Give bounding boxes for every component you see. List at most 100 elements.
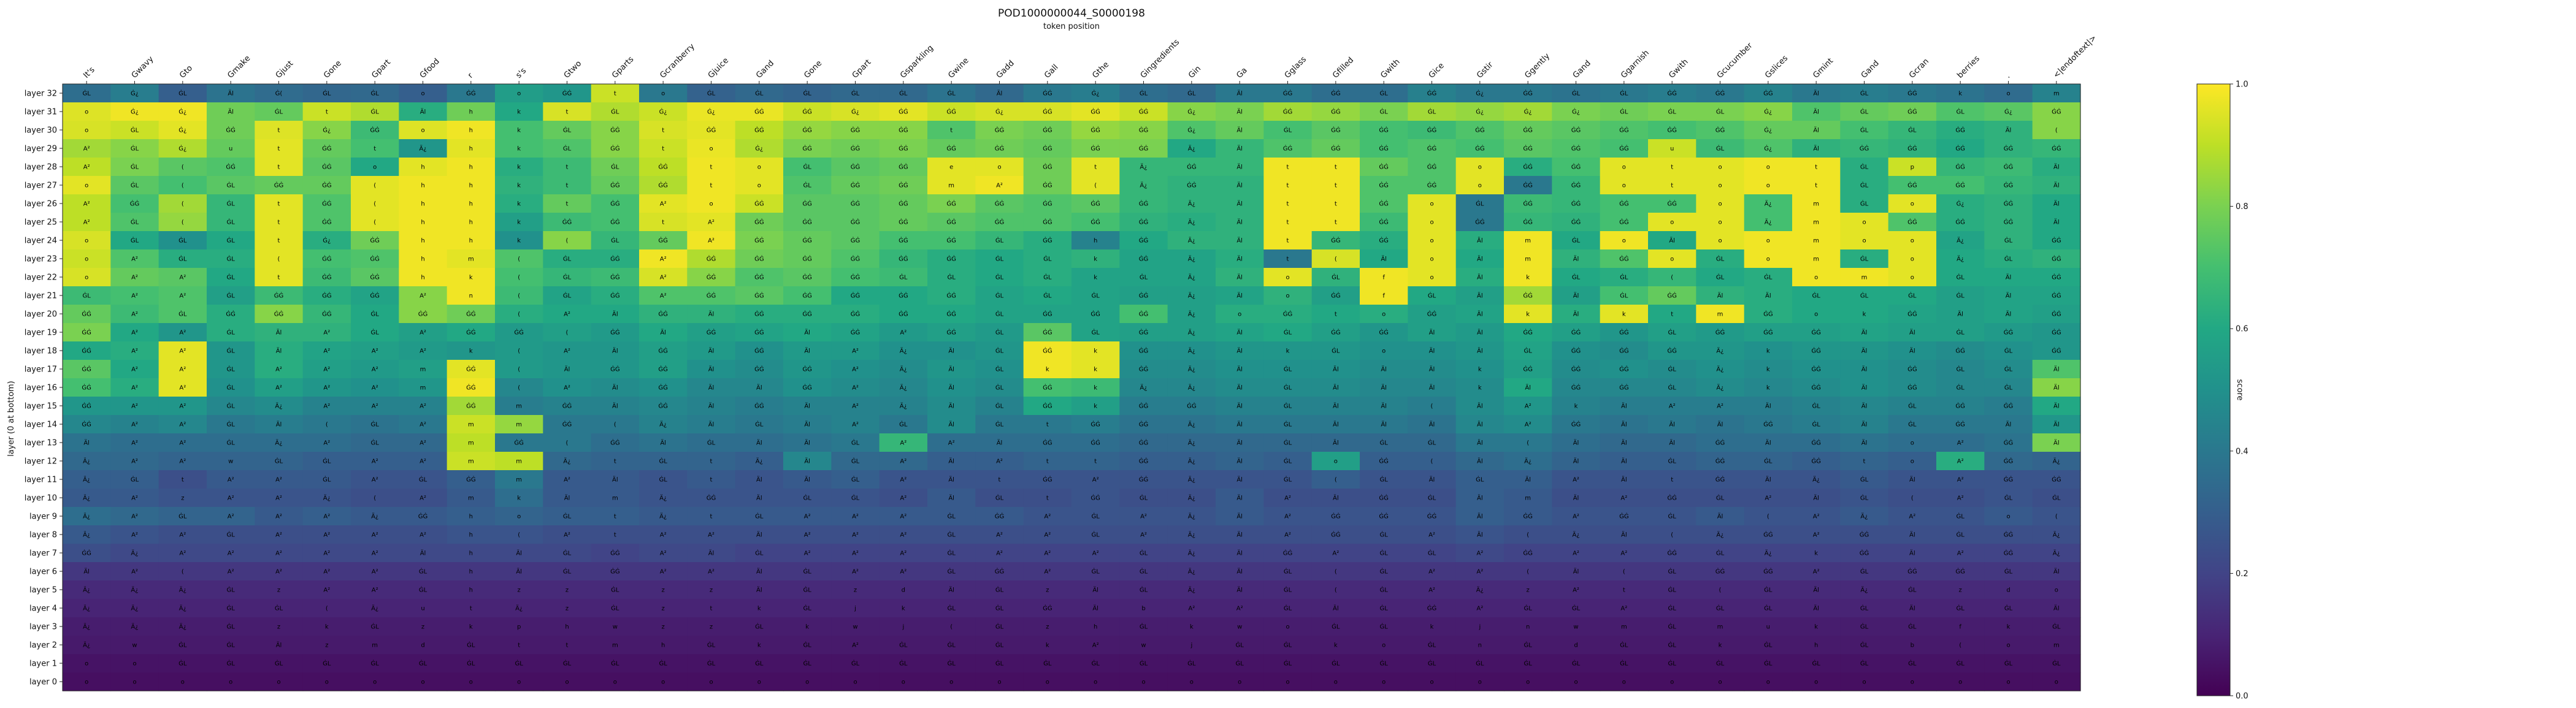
heatmap-cell bbox=[255, 213, 304, 232]
cell-label: t bbox=[614, 514, 616, 520]
cell-label: ĠĠ bbox=[1139, 365, 1149, 373]
cell-label: ĠĠ bbox=[1523, 292, 1533, 300]
cell-label: ĠL bbox=[131, 181, 139, 189]
cell-label: k bbox=[1766, 385, 1770, 392]
cell-label: A² bbox=[131, 348, 138, 355]
cell-label: ĠĠ bbox=[1811, 384, 1821, 392]
cell-label: d bbox=[2006, 587, 2010, 594]
cell-label: Äl bbox=[1909, 604, 1915, 612]
heatmap-cell bbox=[1744, 194, 1793, 213]
cell-label: A² bbox=[131, 532, 138, 539]
heatmap-cell bbox=[543, 102, 592, 121]
cell-label: ĠĠ bbox=[1571, 365, 1581, 373]
heatmap-cell bbox=[1840, 194, 1889, 213]
cell-label: k bbox=[1814, 624, 1818, 631]
heatmap-cell bbox=[1455, 305, 1505, 324]
cell-label: ĠL bbox=[467, 641, 475, 649]
x-tick-label: Gwavy bbox=[130, 55, 156, 80]
heatmap-cell bbox=[1600, 323, 1649, 342]
heatmap-cell bbox=[110, 323, 159, 342]
heatmap-cell bbox=[2032, 341, 2081, 360]
heatmap-cell bbox=[591, 360, 640, 379]
cell-label: Äl bbox=[1477, 255, 1483, 263]
cell-label: ĠL bbox=[1812, 402, 1821, 410]
cell-label: ĠL bbox=[1764, 641, 1773, 649]
heatmap-cell bbox=[1023, 323, 1072, 342]
cell-label: ĠĠ bbox=[1139, 347, 1149, 355]
heatmap-cell bbox=[1840, 121, 1889, 140]
heatmap-cell bbox=[1023, 84, 1072, 103]
heatmap-cell bbox=[110, 176, 159, 195]
cell-label: A² bbox=[660, 569, 667, 576]
cell-label: ĠĠ bbox=[1379, 218, 1389, 226]
cell-label: z bbox=[277, 587, 280, 594]
cell-label: k bbox=[1958, 91, 1962, 97]
x-tick-label: Gone bbox=[322, 59, 343, 80]
cell-label: ĠL bbox=[899, 660, 908, 668]
heatmap-cell bbox=[63, 341, 111, 360]
cell-label: o bbox=[2006, 514, 2010, 520]
cell-label: ĠĠ bbox=[1571, 163, 1581, 171]
cell-label: ĠĠ bbox=[1331, 145, 1341, 153]
cell-label: Äl bbox=[1477, 439, 1483, 447]
cell-label: t bbox=[1094, 459, 1097, 465]
cell-label: Ġ¿ bbox=[707, 108, 715, 116]
cell-label: ĠL bbox=[1764, 457, 1773, 465]
heatmap-cell bbox=[1696, 102, 1745, 121]
heatmap-cell bbox=[783, 194, 832, 213]
heatmap-cell bbox=[1504, 194, 1552, 213]
cell-label: Ä¿ bbox=[83, 476, 90, 484]
heatmap-cell bbox=[207, 305, 255, 324]
cell-label: ( bbox=[2055, 514, 2058, 520]
heatmap-cell bbox=[1648, 176, 1696, 195]
heatmap-cell bbox=[1984, 158, 2033, 177]
cell-label: o bbox=[1382, 642, 1386, 649]
heatmap-cell bbox=[1408, 323, 1457, 342]
cell-label: A² bbox=[179, 459, 186, 465]
cell-label: ĠĠ bbox=[1715, 457, 1725, 465]
cell-label: ĠĠ bbox=[1619, 218, 1629, 226]
cell-label: A² bbox=[852, 569, 859, 576]
heatmap-cell bbox=[1216, 323, 1264, 342]
heatmap-cell bbox=[1119, 194, 1168, 213]
heatmap-cell bbox=[735, 121, 784, 140]
heatmap-cell bbox=[1744, 341, 1793, 360]
cell-label: ĠL bbox=[131, 163, 139, 171]
cell-label: Äl bbox=[1236, 273, 1243, 281]
heatmap-cell bbox=[1840, 323, 1889, 342]
cell-label: t bbox=[1671, 311, 1673, 318]
cell-label: h bbox=[469, 219, 473, 226]
cell-label: Äl bbox=[2053, 218, 2060, 226]
cell-label: A² bbox=[1525, 422, 1531, 428]
cell-label: k bbox=[1190, 624, 1194, 631]
cell-label: p bbox=[517, 624, 521, 631]
cell-label: A² bbox=[83, 164, 90, 171]
cell-label: k bbox=[1094, 385, 1097, 392]
cell-label: Äl bbox=[948, 494, 954, 502]
heatmap-cell bbox=[1792, 341, 1841, 360]
cell-label: Äl bbox=[1861, 439, 1868, 447]
cell-label: ĠĠ bbox=[899, 163, 908, 171]
heatmap-cell bbox=[1167, 139, 1216, 158]
heatmap-cell bbox=[1696, 176, 1745, 195]
heatmap-cell bbox=[1311, 231, 1360, 250]
cell-label: ĠL bbox=[1140, 586, 1148, 594]
heatmap-cell bbox=[1744, 268, 1793, 287]
y-tick-label: layer 14 bbox=[25, 421, 57, 430]
cell-label: o bbox=[1526, 679, 1530, 686]
cell-label: ĠĠ bbox=[1187, 402, 1197, 410]
cell-label: o bbox=[1670, 256, 1674, 263]
cell-label: Äl bbox=[948, 384, 954, 392]
cell-label: Äl bbox=[948, 457, 954, 465]
cell-label: Äl bbox=[1477, 402, 1483, 410]
heatmap-cell bbox=[1311, 84, 1360, 103]
heatmap-cell bbox=[1360, 213, 1408, 232]
heatmap-cell bbox=[1023, 158, 1072, 177]
heatmap-cell bbox=[1936, 194, 1985, 213]
heatmap-cell bbox=[543, 158, 592, 177]
cell-label: o bbox=[805, 679, 809, 686]
cell-label: Ġ¿ bbox=[1187, 126, 1195, 134]
cell-label: t bbox=[1046, 495, 1049, 502]
heatmap-cell bbox=[1455, 176, 1505, 195]
heatmap-cell bbox=[1648, 305, 1696, 324]
